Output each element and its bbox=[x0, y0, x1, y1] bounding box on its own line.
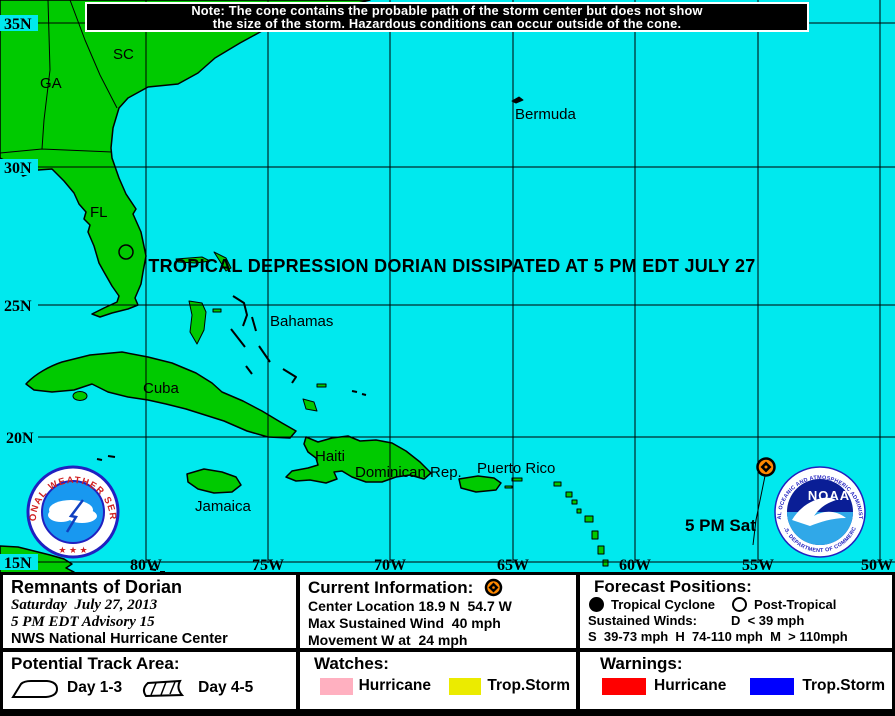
post-tropical-icon bbox=[732, 597, 748, 612]
storm-marker-legend-icon bbox=[485, 578, 503, 597]
nws-logo: NATIONAL WEATHER SERVICE ★ ★ ★ bbox=[26, 465, 120, 559]
land-hispaniola bbox=[285, 435, 432, 484]
state-borders bbox=[0, 0, 118, 154]
note-line-1: Note: The cone contains the probable pat… bbox=[191, 3, 703, 18]
nws-stars: ★ ★ ★ bbox=[58, 545, 87, 555]
tropical-cyclone-icon bbox=[589, 597, 604, 612]
storm-id-panel: Remnants of Dorian Saturday July 27, 201… bbox=[3, 575, 296, 648]
storm-leader-line bbox=[752, 475, 766, 546]
land-us-southeast bbox=[0, 0, 371, 318]
lon-label: 75W bbox=[252, 557, 284, 572]
lesser-antilles bbox=[504, 477, 609, 567]
warnings-panel: Warnings: Hurricane Trop.Storm bbox=[580, 652, 892, 709]
label-bahamas: Bahamas bbox=[270, 313, 333, 330]
forecast-positions-panel: Forecast Positions: Tropical Cyclone Pos… bbox=[580, 575, 892, 648]
lon-label: 80W bbox=[130, 557, 162, 572]
day13-cone-icon bbox=[11, 680, 59, 698]
note-line-2: the size of the storm. Hazardous conditi… bbox=[212, 15, 682, 31]
lon-label: 60W bbox=[619, 557, 651, 572]
max-sustained-wind: Max Sustained Wind 40 mph bbox=[308, 615, 501, 631]
label-jamaica: Jamaica bbox=[195, 498, 252, 515]
info-panels: Remnants of Dorian Saturday July 27, 201… bbox=[0, 572, 895, 716]
tropical-cyclone-label: Tropical Cyclone bbox=[611, 596, 716, 612]
lon-label: 70W bbox=[374, 557, 406, 572]
sustained-winds-label: Sustained Winds: bbox=[588, 613, 697, 628]
label-south-carolina: SC bbox=[113, 46, 134, 63]
lat-label: 25N bbox=[4, 298, 32, 315]
day45-cone-icon bbox=[143, 679, 185, 698]
current-information-panel: Current Information: Center Location 18.… bbox=[300, 575, 576, 648]
storm-time-label: 5 PM Sat bbox=[685, 516, 756, 535]
land-jamaica bbox=[186, 468, 242, 494]
storm-marker-dot bbox=[764, 465, 768, 469]
lat-label: 20N bbox=[6, 430, 34, 447]
watches-title: Watches: bbox=[314, 654, 389, 673]
agency-name: NWS National Hurricane Center bbox=[11, 631, 228, 647]
trop-storm-watch-swatch bbox=[448, 677, 482, 695]
movement: Movement W at 24 mph bbox=[308, 632, 468, 648]
watches-panel: Watches: Hurricane Trop.Storm bbox=[300, 652, 576, 709]
label-haiti: Haiti bbox=[315, 448, 345, 465]
potential-track-area-panel: Potential Track Area: Day 1-3 Day 4-5 bbox=[3, 652, 296, 709]
warnings-title: Warnings: bbox=[600, 654, 683, 673]
lat-label: 30N bbox=[4, 160, 32, 177]
label-dominican-rep: Dominican Rep. bbox=[355, 464, 462, 481]
land-puerto-rico bbox=[458, 475, 502, 493]
day13-label: Day 1-3 bbox=[67, 679, 123, 696]
lat-label: 15N bbox=[4, 555, 32, 572]
label-cuba: Cuba bbox=[143, 380, 180, 397]
place-labels: GA SC FL Bermuda Bahamas Cuba Haiti Domi… bbox=[40, 46, 577, 515]
hurricane-warning-label: Hurricane bbox=[654, 677, 727, 694]
trop-storm-watch-label: Trop.Storm bbox=[487, 677, 570, 694]
lightning-bolt-icon bbox=[65, 499, 84, 533]
forecast-positions-title: Forecast Positions: bbox=[594, 577, 752, 596]
lake-okeechobee bbox=[118, 244, 134, 260]
noaa-wordmark: NOAA bbox=[808, 488, 850, 503]
label-georgia: GA bbox=[40, 75, 62, 92]
hurricane-watch-label: Hurricane bbox=[358, 677, 431, 694]
label-puerto-rico: Puerto Rico bbox=[477, 460, 555, 477]
advisory-number: 5 PM EDT Advisory 15 bbox=[11, 614, 155, 630]
post-tropical-label: Post-Tropical bbox=[754, 596, 837, 612]
center-location: Center Location 18.9 N 54.7 W bbox=[308, 598, 512, 614]
advisory-date: Saturday July 27, 2013 bbox=[11, 597, 158, 613]
hurricane-watch-swatch bbox=[320, 677, 353, 695]
dissipation-headline: TROPICAL DEPRESSION DORIAN DISSIPATED AT… bbox=[148, 256, 755, 276]
lon-label: 50W bbox=[861, 557, 893, 572]
hurricane-warning-swatch bbox=[602, 677, 646, 695]
depression-range: D < 39 mph bbox=[730, 613, 805, 628]
note-banner: Note: The cone contains the probable pat… bbox=[85, 2, 809, 32]
label-florida: FL bbox=[90, 204, 108, 221]
label-bermuda: Bermuda bbox=[515, 106, 577, 123]
current-info-title: Current Information: bbox=[308, 577, 474, 597]
storm-hurricane-major-ranges: S 39-73 mph H 74-110 mph M > 110mph bbox=[588, 628, 848, 644]
trop-storm-warning-swatch bbox=[750, 677, 795, 695]
isle-of-youth bbox=[72, 391, 88, 401]
ocean-background bbox=[0, 0, 895, 572]
land-cuba bbox=[25, 351, 297, 439]
noaa-logo: NOAA NATIONAL OCEANIC AND ATMOSPHERIC AD… bbox=[774, 466, 866, 558]
noaa-gull-icon bbox=[792, 497, 846, 526]
trop-storm-warning-label: Trop.Storm bbox=[802, 677, 886, 694]
bermuda-island bbox=[511, 96, 524, 104]
atlantic-basin-map: 35N 30N 25N 20N 15N 80W 75W 70W 65W 60W … bbox=[0, 0, 895, 572]
bahamas-cays bbox=[96, 295, 367, 572]
storm-name: Remnants of Dorian bbox=[11, 577, 183, 597]
potential-track-area-title: Potential Track Area: bbox=[11, 654, 180, 673]
longitude-labels: 80W 75W 70W 65W 60W 55W 50W bbox=[130, 557, 893, 572]
day45-label: Day 4-5 bbox=[198, 679, 254, 696]
bahamas-islands bbox=[175, 251, 327, 412]
lon-label: 65W bbox=[497, 557, 529, 572]
latitude-labels: 35N 30N 25N 20N 15N bbox=[0, 15, 38, 572]
storm-position-group: 5 PM Sat bbox=[685, 457, 776, 546]
lat-label: 35N bbox=[4, 16, 32, 33]
lon-label: 55W bbox=[742, 557, 774, 572]
